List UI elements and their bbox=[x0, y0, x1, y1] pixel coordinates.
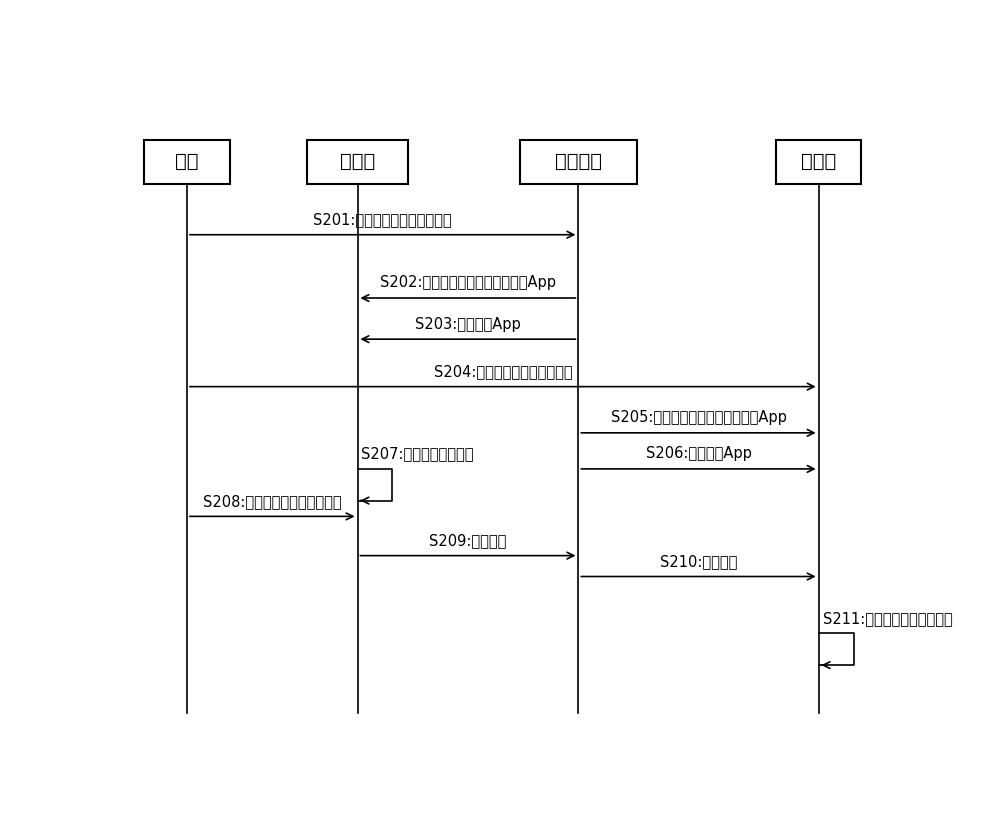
Text: S208:选择要转移的资料并发送: S208:选择要转移的资料并发送 bbox=[203, 494, 342, 509]
Text: S201:把旧手机连接上换机盒子: S201:把旧手机连接上换机盒子 bbox=[313, 212, 452, 227]
Text: 用户: 用户 bbox=[175, 152, 199, 172]
Bar bbox=[144, 140, 230, 184]
Text: S204:把新手机连接上换机盒子: S204:把新手机连接上换机盒子 bbox=[434, 364, 572, 379]
Text: S207:统计旧手机的资料: S207:统计旧手机的资料 bbox=[361, 446, 474, 461]
Text: S210:发送资料: S210:发送资料 bbox=[660, 554, 737, 569]
Text: S202:下传并安装辅助传输的换机App: S202:下传并安装辅助传输的换机App bbox=[380, 275, 556, 290]
Text: S211:接收资料并恢复到系统: S211:接收资料并恢复到系统 bbox=[822, 611, 952, 626]
Text: S206:运行换机App: S206:运行换机App bbox=[646, 446, 751, 461]
Bar bbox=[776, 140, 861, 184]
Bar bbox=[307, 140, 408, 184]
Text: S203:运行换机App: S203:运行换机App bbox=[415, 316, 521, 331]
Text: S209:发送资料: S209:发送资料 bbox=[429, 533, 507, 548]
Text: 换机盒子: 换机盒子 bbox=[555, 152, 602, 172]
Text: S205:下传并安装辅助传输的换机App: S205:下传并安装辅助传输的换机App bbox=[611, 410, 786, 425]
Text: 旧手机: 旧手机 bbox=[340, 152, 375, 172]
Text: 新手机: 新手机 bbox=[801, 152, 836, 172]
Bar bbox=[520, 140, 637, 184]
